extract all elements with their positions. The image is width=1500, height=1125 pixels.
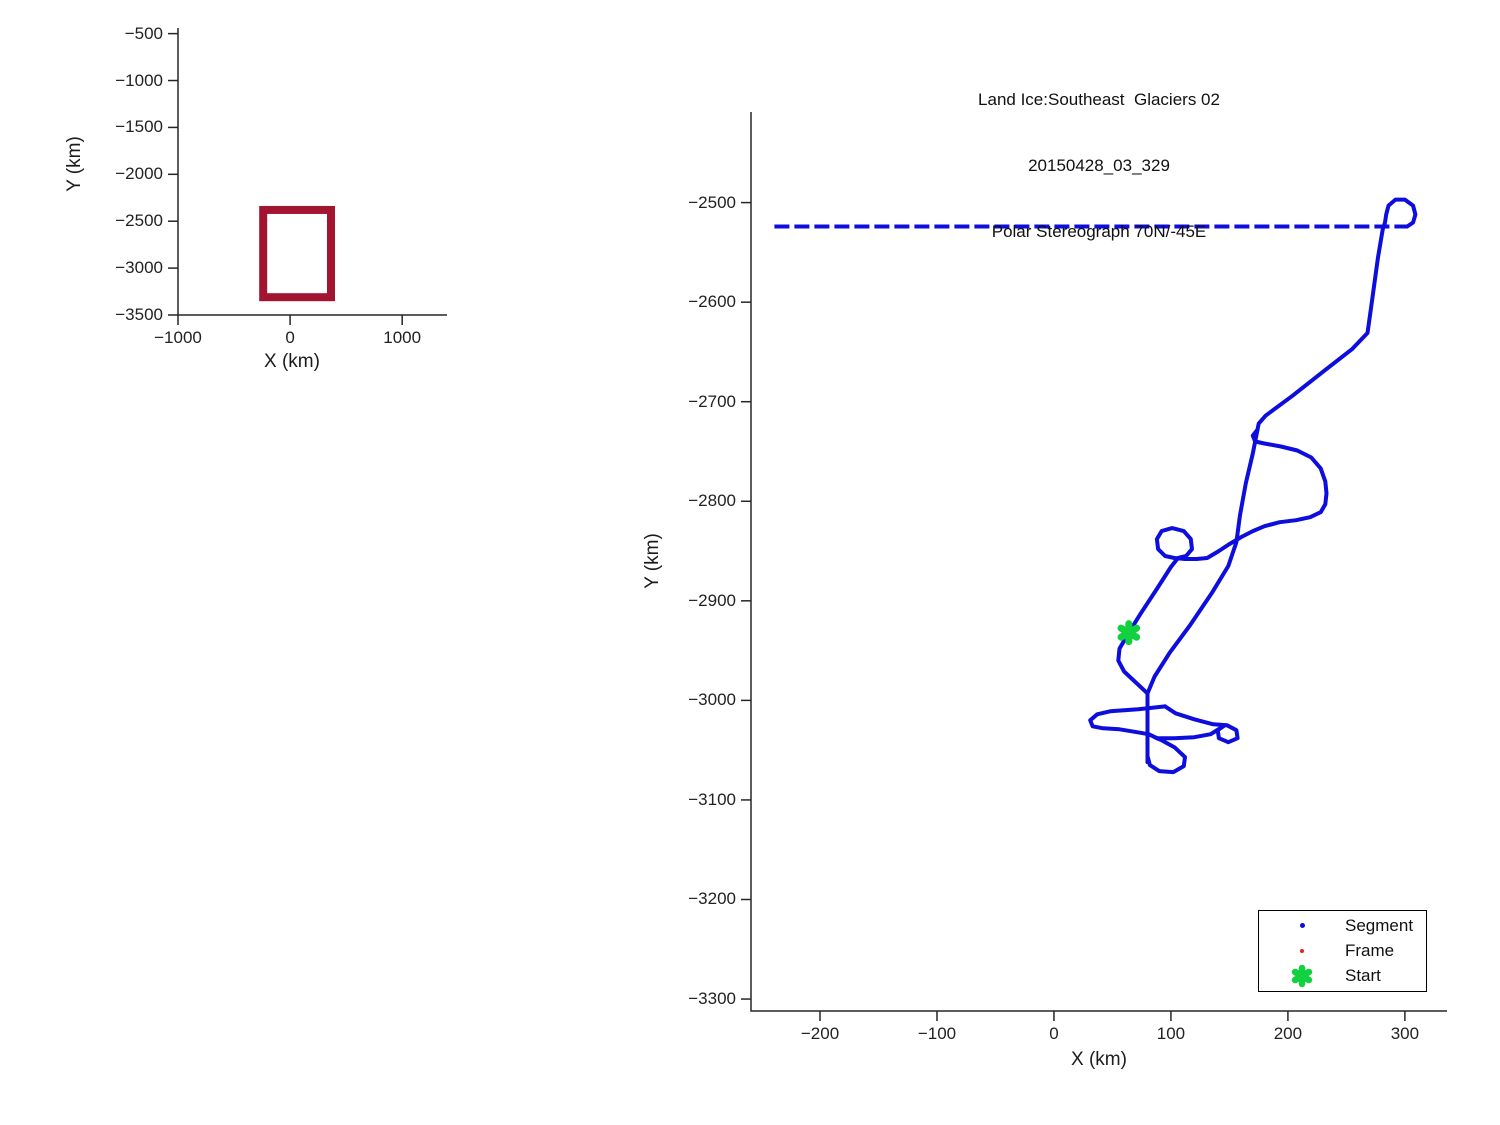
tick-label: 100: [1156, 1024, 1186, 1043]
plot-title-line1: Land Ice:Southeast Glaciers 02: [978, 90, 1220, 109]
tick-label: −2500: [115, 211, 163, 231]
start-marker-icon: [1259, 964, 1345, 987]
tick-label: −200: [800, 1024, 840, 1043]
start-marker: [1117, 624, 1141, 641]
tick-label: −2000: [115, 164, 163, 184]
tick-label: 0: [285, 328, 295, 347]
tick-label: 0: [1049, 1024, 1059, 1043]
tick-label: −3000: [688, 690, 736, 710]
legend-label-frame: Frame: [1345, 940, 1395, 960]
tick-label: −2700: [688, 391, 736, 411]
legend: Segment Frame Start: [1258, 910, 1427, 992]
tick-label: −2900: [688, 590, 736, 610]
legend-row-segment: Segment: [1259, 913, 1426, 938]
flight-path-segment: [1088, 704, 1168, 742]
tick-label: −3500: [115, 305, 163, 324]
tick-label: −3300: [688, 989, 736, 1009]
legend-label-segment: Segment: [1345, 915, 1414, 935]
tick-label: 1000: [383, 328, 422, 347]
segment-marker-icon: [1259, 923, 1345, 928]
tick-label: −3100: [688, 789, 736, 809]
tick-label: −1500: [115, 117, 163, 137]
frame-marker-icon: [1259, 948, 1345, 953]
tick-label: −1000: [115, 70, 163, 90]
overview-x-axis-label: X (km): [264, 351, 320, 372]
tick-label: −500: [124, 23, 163, 43]
tick-label: −2500: [688, 192, 736, 212]
tick-label: 300: [1390, 1024, 1420, 1043]
flight-path-segment: [1154, 704, 1240, 745]
tick-label: −2800: [688, 491, 736, 511]
legend-row-frame: Frame: [1259, 938, 1426, 963]
overview-y-axis-label: Y (km): [64, 136, 85, 192]
main-y-axis-label: Y (km): [642, 533, 663, 589]
tick-label: −1000: [154, 328, 202, 347]
axis-spine: [177, 28, 447, 316]
flight-path-segment: [1145, 197, 1418, 765]
plot-title-line2: 20150428_03_329: [1028, 156, 1170, 175]
coverage-rectangle: [259, 205, 335, 302]
main-plot-title-block: Land Ice:Southeast Glaciers 02 20150428_…: [751, 45, 1447, 287]
flight-path-segment: [1116, 427, 1329, 696]
segment-dot-icon: [1299, 923, 1305, 928]
frame-dot-icon: [1300, 948, 1304, 953]
tick-label: −100: [917, 1024, 957, 1043]
plot-title-line3: Polar Stereograph 70N/-45E: [991, 222, 1207, 241]
start-hexagram-glyph: [1291, 968, 1313, 983]
tick-label: −3000: [115, 258, 163, 278]
tick-label: −2600: [688, 292, 736, 312]
main-x-axis-label: X (km): [1071, 1049, 1127, 1070]
start-hexagram-icon: [1291, 964, 1313, 987]
axis-spine: [750, 112, 1447, 1012]
tick-label: −3200: [688, 889, 736, 909]
legend-label-start: Start: [1345, 965, 1381, 985]
flight-path-segment: [1145, 735, 1187, 775]
legend-row-start: Start: [1259, 963, 1426, 988]
tick-label: 200: [1273, 1024, 1303, 1043]
